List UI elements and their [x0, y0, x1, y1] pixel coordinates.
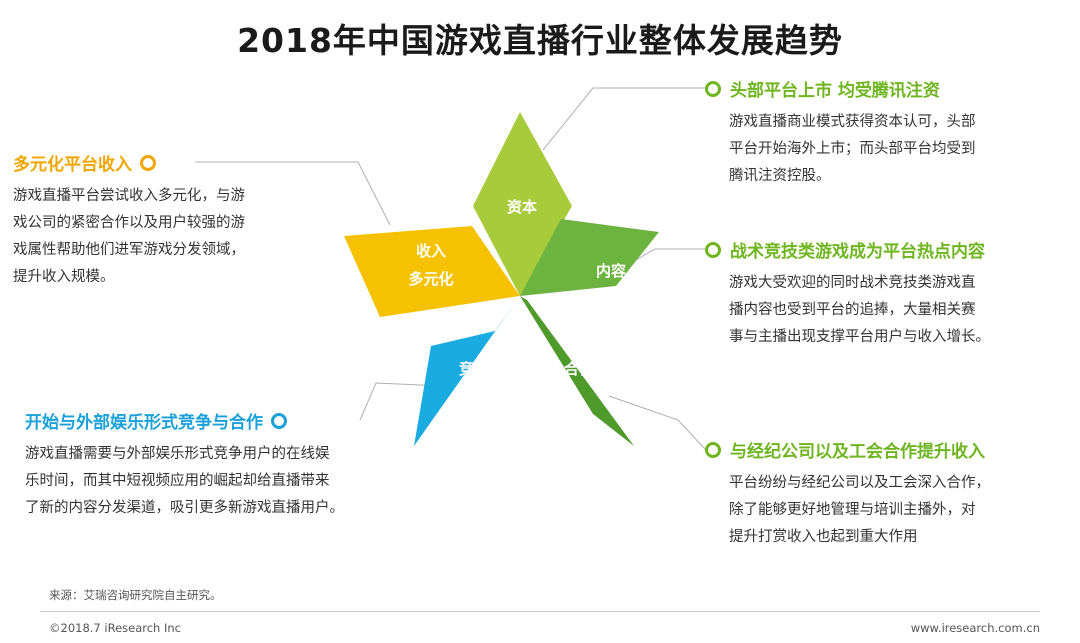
trend-diversify-title: 多元化平台收入 [13, 155, 132, 175]
petal-label-revenue-line2: 多元化 [408, 270, 453, 288]
trend-esports-heading: 战术竞技类游戏成为平台热点内容 [705, 237, 1075, 262]
trend-agency: 与经纪公司以及工会合作提升收入 平台纷纷与经纪公司以及工会深入合作， 除了能够更… [705, 437, 1075, 551]
trend-diversify-heading: 多元化平台收入 [13, 150, 343, 175]
petal-label-revenue-line1: 收入 [416, 242, 446, 260]
trend-esports-line: 事与主播出现支撑平台用户与收入增长。 [729, 329, 990, 345]
page-title: 2018年中国游戏直播行业整体发展趋势 [237, 21, 843, 60]
ring-bullet-icon [140, 154, 156, 171]
trend-compete-title: 开始与外部娱乐形式竞争与合作 [25, 413, 263, 433]
petal-content [520, 219, 659, 296]
trend-diversify-line: 提升收入规模。 [13, 269, 115, 285]
connector-diversify [195, 161, 391, 226]
trend-agency-title: 与经纪公司以及工会合作提升收入 [730, 442, 985, 462]
trend-agency-body: 平台纷纷与经纪公司以及工会深入合作， 除了能够更好地管理与培训主播外，对 提升打… [729, 470, 1075, 551]
petal-label-capital: 资本 [507, 198, 537, 216]
trend-diversify-line: 戏属性帮助他们进军游戏分发领域， [13, 242, 245, 258]
petal-capital [473, 112, 572, 296]
ring-bullet-icon [271, 412, 287, 429]
trend-diversify-line: 游戏直播平台尝试收入多元化，与游 [13, 188, 245, 204]
connector-listing [542, 87, 705, 151]
trend-diversify-line: 戏公司的紧密合作以及用户较强的游 [13, 215, 245, 231]
trend-esports-line: 游戏大受欢迎的同时战术竞技类游戏直 [729, 275, 976, 291]
trend-esports-body: 游戏大受欢迎的同时战术竞技类游戏直 播内容也受到平台的追捧，大量相关赛 事与主播… [729, 270, 1075, 351]
trend-compete: 开始与外部娱乐形式竞争与合作 游戏直播需要与外部娱乐形式竞争用户的在线娱 乐时间… [25, 408, 445, 522]
petal-label-cooperation: 合作 [563, 360, 594, 378]
trend-listing: 头部平台上市 均受腾讯注资 游戏直播商业模式获得资本认可，头部 平台开始海外上市… [705, 76, 1065, 190]
trend-listing-title: 头部平台上市 均受腾讯注资 [730, 81, 940, 101]
footer-divider [40, 611, 1040, 612]
trend-esports-title: 战术竞技类游戏成为平台热点内容 [730, 242, 985, 262]
trend-listing-body: 游戏直播商业模式获得资本认可，头部 平台开始海外上市；而头部平台均受到 腾讯注资… [729, 109, 1065, 190]
trend-star-diagram: 资本 内容 合作 竞争 收入 多元化 [195, 87, 706, 450]
source-note: 来源：艾瑞咨询研究院自主研究。 [49, 588, 222, 602]
ring-bullet-icon [705, 441, 721, 458]
trend-compete-heading: 开始与外部娱乐形式竞争与合作 [25, 408, 445, 433]
copyright: ©2018.7 iResearch Inc [49, 621, 181, 635]
trend-compete-line: 游戏直播需要与外部娱乐形式竞争用户的在线娱 [25, 446, 330, 462]
trend-compete-body: 游戏直播需要与外部娱乐形式竞争用户的在线娱 乐时间，而其中短视频应用的崛起却给直… [25, 441, 445, 522]
trend-esports: 战术竞技类游戏成为平台热点内容 游戏大受欢迎的同时战术竞技类游戏直 播内容也受到… [705, 237, 1075, 351]
trend-diversify: 多元化平台收入 游戏直播平台尝试收入多元化，与游 戏公司的紧密合作以及用户较强的… [13, 150, 343, 291]
trend-agency-line: 除了能够更好地管理与培训主播外，对 [729, 502, 976, 518]
trend-listing-line: 游戏直播商业模式获得资本认可，头部 [729, 114, 976, 130]
petal-cooperation [520, 296, 634, 446]
trend-agency-line: 平台纷纷与经纪公司以及工会深入合作， [729, 475, 990, 491]
website-link[interactable]: www.iresearch.com.cn [910, 621, 1040, 635]
petal-competition [414, 296, 520, 446]
trend-compete-line: 了新的内容分发渠道，吸引更多新游戏直播用户。 [25, 500, 344, 516]
trend-listing-line: 平台开始海外上市；而头部平台均受到 [729, 141, 976, 157]
connector-compete [359, 382, 445, 421]
petal-label-competition: 竞争 [459, 360, 489, 378]
petal-revenue [344, 226, 520, 317]
trend-agency-line: 提升打赏收入也起到重大作用 [729, 529, 918, 545]
trend-diversify-body: 游戏直播平台尝试收入多元化，与游 戏公司的紧密合作以及用户较强的游 戏属性帮助他… [13, 183, 343, 291]
trend-agency-heading: 与经纪公司以及工会合作提升收入 [705, 437, 1075, 462]
connector-agency [608, 395, 706, 450]
ring-bullet-icon [705, 80, 721, 97]
petal-label-content: 内容 [596, 262, 626, 280]
ring-bullet-icon [705, 241, 721, 258]
trend-listing-heading: 头部平台上市 均受腾讯注资 [705, 76, 1065, 101]
trend-compete-line: 乐时间，而其中短视频应用的崛起却给直播带来 [25, 473, 330, 489]
trend-listing-line: 腾讯注资控股。 [729, 168, 831, 184]
trend-esports-line: 播内容也受到平台的追捧，大量相关赛 [729, 302, 976, 318]
